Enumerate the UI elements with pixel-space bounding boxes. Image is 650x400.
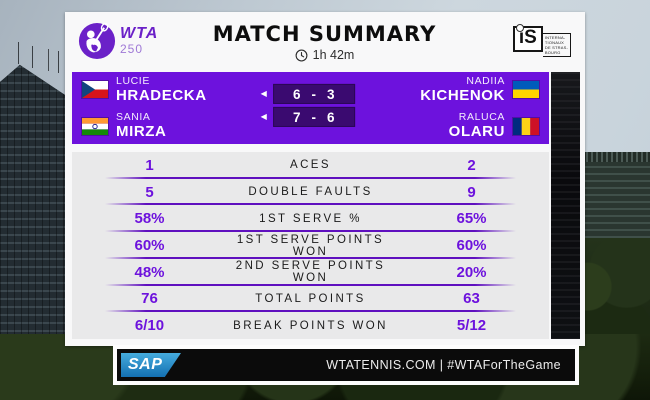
flag-czech-republic-icon xyxy=(82,81,108,99)
set-1-score: 6 - 3 xyxy=(272,83,355,104)
set-2-score: 7 - 6 xyxy=(272,106,355,127)
match-summary-panel: WTA 250 MATCH SUMMARY 1h 42m iS xyxy=(65,12,585,346)
set-2: ◀ 7 - 6 xyxy=(260,106,355,127)
footer-tagline: WTATENNIS.COM | #WTAForTheGame xyxy=(326,358,561,372)
side-photo-strip xyxy=(551,72,580,339)
player-name: NADIIA KICHENOK xyxy=(420,74,505,104)
tournament-clock-dot-icon xyxy=(515,23,524,32)
header-center: MATCH SUMMARY 1h 42m xyxy=(182,19,467,62)
match-duration: 1h 42m xyxy=(182,48,467,62)
stat-row-second-serve-points-won: 48% 2ND SERVE POINTS WON 20% xyxy=(72,259,549,286)
stat-row-first-serve-points-won: 60% 1ST SERVE POINTS WON 60% xyxy=(72,232,549,259)
stat-row-double-faults: 5 DOUBLE FAULTS 9 xyxy=(72,179,549,206)
team-left: LUCIE HRADECKA SANIA MIRZA xyxy=(72,74,252,140)
tournament-name: INTERNA- TIONAUX DE STRAS- BOURG xyxy=(542,32,571,58)
player-olaru: RALUCA OLARU xyxy=(448,111,539,140)
stat-row-aces: 1 ACES 2 xyxy=(72,152,549,179)
team-right: NADIIA KICHENOK RALUCA OLARU xyxy=(369,74,549,140)
player-mirza: SANIA MIRZA xyxy=(82,111,252,140)
page-title: MATCH SUMMARY xyxy=(212,22,437,46)
sap-logo: SAP xyxy=(121,353,181,377)
wta-250-logo: WTA 250 xyxy=(78,22,182,60)
player-name: RALUCA OLARU xyxy=(448,111,505,140)
duration-text: 1h 42m xyxy=(312,48,355,62)
player-name: LUCIE HRADECKA xyxy=(116,74,207,104)
stats-table: 1 ACES 2 5 DOUBLE FAULTS 9 58% 1ST SERVE… xyxy=(72,152,549,339)
winner-marker-icon: ◀ xyxy=(260,88,267,98)
flag-ukraine-icon xyxy=(513,81,539,99)
winner-marker-icon: ◀ xyxy=(260,111,267,121)
flag-india-icon xyxy=(82,117,108,135)
tournament-abbr: iS xyxy=(512,23,543,52)
footer-inner: SAP WTATENNIS.COM | #WTAForTheGame xyxy=(117,349,575,381)
tournament-logo: iS INTERNA- TIONAUX DE STRAS- BOURG xyxy=(467,23,571,58)
set-1: ◀ 6 - 3 xyxy=(260,83,355,104)
wta-emblem-icon xyxy=(78,22,116,59)
rooftop-antennas xyxy=(18,42,19,64)
panel-header: WTA 250 MATCH SUMMARY 1h 42m iS xyxy=(65,12,585,69)
footer-bar: SAP WTATENNIS.COM | #WTAForTheGame xyxy=(113,345,579,385)
player-kichenok: NADIIA KICHENOK xyxy=(420,74,539,104)
player-hradecka: LUCIE HRADECKA xyxy=(82,74,252,104)
player-name: SANIA MIRZA xyxy=(116,111,167,140)
wta-wordmark: WTA 250 xyxy=(120,25,159,56)
set-scores: ◀ 6 - 3 ◀ 7 - 6 xyxy=(260,83,355,127)
scoreboard: LUCIE HRADECKA SANIA MIRZA xyxy=(72,72,549,144)
stat-row-total-points: 76 TOTAL POINTS 63 xyxy=(72,286,549,313)
wta-tier-text: 250 xyxy=(120,42,144,56)
flag-romania-icon xyxy=(513,117,539,135)
wta-text: WTA xyxy=(120,25,159,42)
stat-row-first-serve-pct: 58% 1ST SERVE % 65% xyxy=(72,205,549,232)
stat-row-break-points-won: 6/10 BREAK POINTS WON 5/12 xyxy=(134,317,487,335)
clock-icon xyxy=(295,49,308,61)
